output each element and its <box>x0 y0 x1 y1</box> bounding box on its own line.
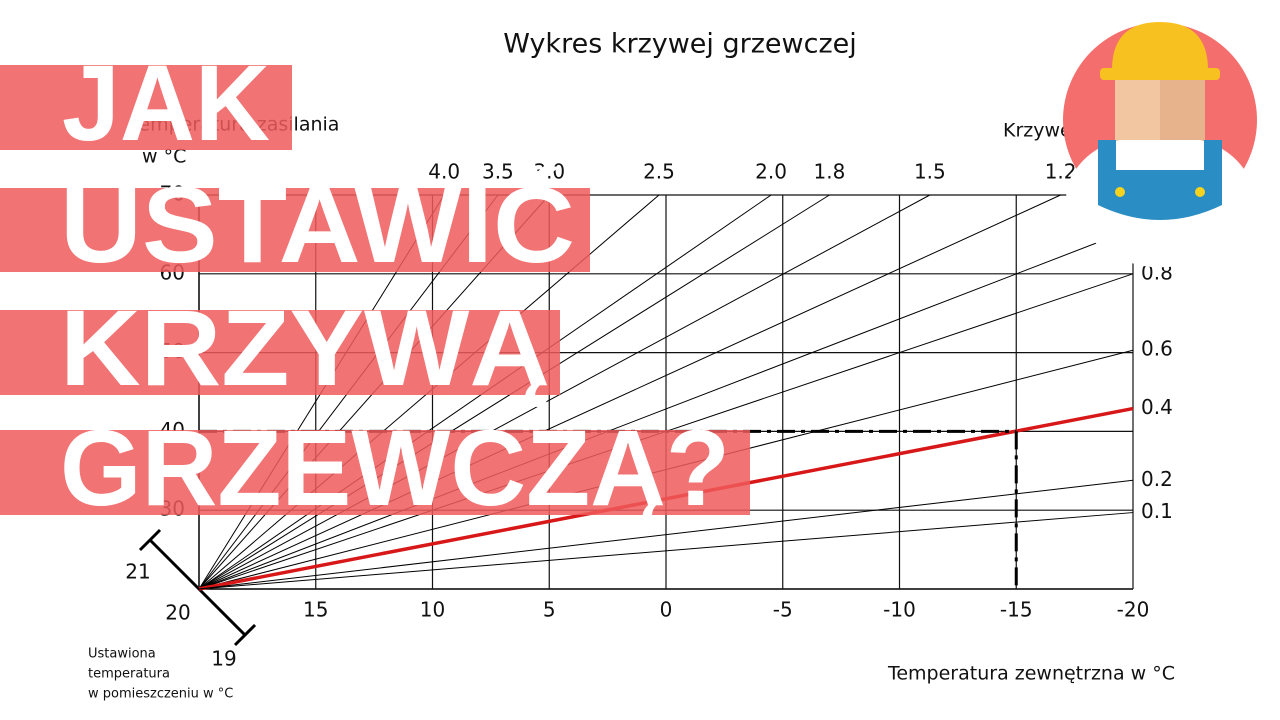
title-band <box>0 188 590 272</box>
x-tick-label: -5 <box>773 598 793 622</box>
heating-curve <box>198 194 1061 590</box>
room-scale-tick <box>233 623 257 647</box>
title-line: KRZYWĄ <box>60 287 550 408</box>
x-tick-label: 0 <box>660 598 673 622</box>
title-line: GRZEWCZĄ? <box>60 407 730 528</box>
curve-label: 4.0 <box>428 160 460 184</box>
x-tick-label: 5 <box>543 598 556 622</box>
room-tick-label: 21 <box>125 560 150 584</box>
chart-title: Wykres krzywej grzewczej <box>503 29 857 60</box>
x-tick-label: 15 <box>303 598 328 622</box>
curve-label: 3.5 <box>482 160 514 184</box>
curve-label: 0.6 <box>1141 337 1173 361</box>
x-tick-label: -15 <box>1000 598 1033 622</box>
x-tick-label: -10 <box>883 598 916 622</box>
heating-curve <box>198 512 1134 590</box>
title-line: USTAWIĆ <box>60 164 575 285</box>
curve-label: 0.4 <box>1141 395 1173 419</box>
heating-curve <box>198 228 1134 590</box>
room-scale-tick <box>138 528 162 552</box>
x-tick-label: -20 <box>1117 598 1150 622</box>
title-line: JAK <box>62 42 270 163</box>
room-tick-label: 20 <box>165 601 190 625</box>
room-scale <box>148 538 247 637</box>
room-label: Ustawiona <box>88 647 156 662</box>
avatar <box>1063 22 1257 268</box>
title-band <box>0 430 750 515</box>
title-band <box>0 65 292 150</box>
y-axis-label: w °C <box>142 146 186 168</box>
heating-curve <box>198 194 931 590</box>
x-axis-label: Temperatura zewnętrzna w °C <box>887 663 1175 685</box>
curve-label: 0.1 <box>1141 499 1173 523</box>
title-band <box>0 310 560 395</box>
room-label: temperatura <box>88 667 170 682</box>
curve-label: 3.0 <box>533 160 565 184</box>
curve-label: 0.2 <box>1141 467 1173 491</box>
room-tick-label: 19 <box>211 647 236 671</box>
curve-label: 1.5 <box>914 160 946 184</box>
curve-label: 2.0 <box>755 160 787 184</box>
curve-label: 2.5 <box>643 160 675 184</box>
x-tick-label: 10 <box>420 598 445 622</box>
heating-curve <box>198 479 1134 590</box>
room-label: w pomieszczeniu w °C <box>88 687 233 702</box>
curve-label: 1.8 <box>814 160 846 184</box>
